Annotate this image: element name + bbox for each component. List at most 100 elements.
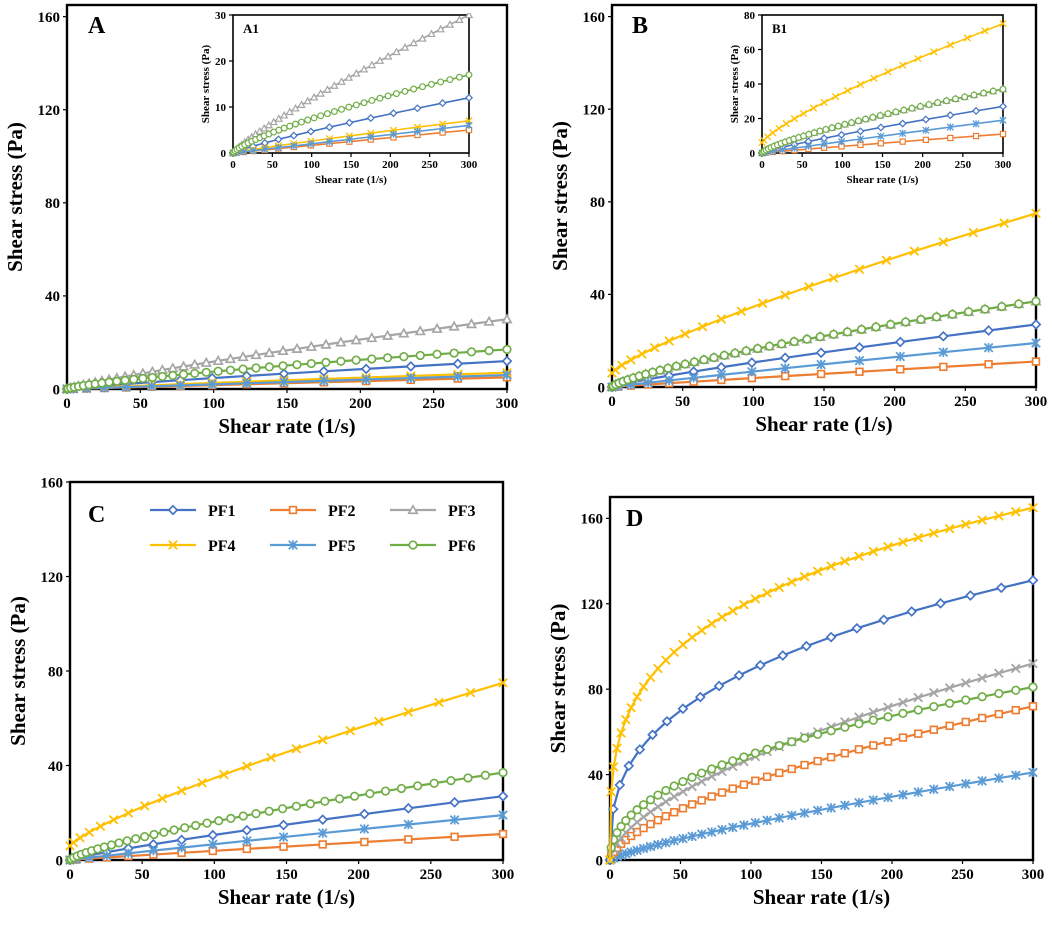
plot-frame-c	[68, 480, 505, 862]
data-point-pf1	[501, 355, 513, 367]
x-tick-label: 200	[382, 159, 399, 171]
data-point-pf1	[713, 680, 725, 692]
data-point-pf4	[498, 677, 508, 688]
data-point-pf6	[310, 114, 318, 122]
data-point-pf6	[323, 110, 331, 118]
data-point-pf4	[884, 68, 892, 76]
x-tick-label: 250	[951, 867, 974, 883]
data-point-pf2	[498, 829, 508, 839]
data-point-pf1	[366, 114, 375, 123]
x-tick-label: 300	[1025, 394, 1048, 410]
data-point-pf4	[108, 815, 119, 825]
data-point-pf4	[854, 264, 865, 275]
data-point-pf6	[663, 363, 673, 373]
x-tick-label: 100	[834, 159, 851, 171]
data-point-pf3	[483, 315, 495, 326]
data-point-pf6	[112, 376, 122, 386]
legend: PF1 PF2 PF3 PF4 PF5 PF6	[150, 503, 476, 555]
data-point-pf2	[800, 760, 809, 770]
data-point-pf5	[319, 376, 329, 386]
data-point-pf6	[97, 378, 107, 388]
data-point-pf3	[352, 69, 361, 77]
data-point-pf3	[303, 96, 312, 105]
x-tick-label: 250	[421, 159, 438, 171]
data-point-pf4	[1028, 502, 1038, 513]
data-point-pf1	[325, 123, 334, 132]
legend-marker-pf3	[407, 504, 419, 515]
data-point-pf3	[854, 712, 864, 722]
data-point-pf6	[945, 698, 955, 708]
y-tick-label: 0	[596, 853, 604, 869]
series-group-b1	[757, 19, 1008, 158]
data-point-pf4	[757, 298, 768, 309]
x-tick-label: 300	[1022, 867, 1045, 883]
legend-item-pf2: PF2	[270, 503, 356, 520]
data-point-pf1	[815, 347, 827, 359]
data-point-pf1	[1030, 319, 1042, 330]
data-point-pf5	[146, 381, 157, 392]
data-point-pf4	[291, 743, 302, 754]
chart-panel-c: 0 50 100 150 200 250 300 0 40 80 120 160 Shear rate …	[6, 475, 514, 909]
y-tick-label: 120	[581, 597, 604, 613]
data-point-pf1	[801, 640, 812, 652]
data-point-pf3	[687, 781, 697, 792]
data-point-pf5	[669, 835, 679, 846]
data-point-pf4	[826, 561, 836, 572]
data-point-pf5	[438, 124, 447, 133]
data-point-pf6	[813, 729, 823, 740]
legend-label-pf1: PF1	[208, 503, 236, 520]
data-point-pf4	[780, 290, 791, 300]
data-point-pf4	[75, 832, 85, 843]
data-point-pf5	[175, 380, 186, 391]
y-tick-label: 80	[588, 682, 603, 698]
data-point-pf2	[404, 835, 413, 844]
data-point-pf6	[317, 112, 325, 120]
data-point-pf2	[669, 808, 679, 817]
data-point-pf6	[868, 715, 878, 725]
data-point-pf4	[799, 109, 808, 118]
data-point-pf6	[626, 810, 636, 820]
y-tick-label: 120	[38, 103, 61, 119]
y-axis-title: Shear stress (Pa)	[200, 44, 212, 123]
data-point-pf4	[762, 588, 772, 598]
data-point-pf6	[822, 125, 830, 133]
x-axis-title: Shear rate (1/s)	[753, 885, 890, 909]
data-point-pf4	[909, 246, 920, 257]
data-point-pf6	[963, 307, 974, 317]
data-point-pf2	[678, 804, 688, 813]
data-point-pf3	[316, 89, 325, 97]
data-point-pf4	[999, 19, 1007, 28]
data-point-pf6	[1028, 682, 1038, 692]
series-line-pf1	[608, 579, 1034, 861]
data-point-pf5	[856, 135, 865, 143]
data-point-pf5	[452, 371, 463, 382]
data-point-pf6	[306, 358, 316, 369]
data-point-pf4	[898, 537, 908, 547]
data-point-pf4	[687, 632, 697, 643]
x-tick-label: 250	[954, 394, 977, 410]
data-point-pf5	[687, 831, 697, 842]
data-point-pf1	[733, 670, 745, 681]
data-point-pf2	[854, 745, 864, 754]
data-point-pf5	[854, 355, 865, 366]
data-point-pf1	[614, 779, 626, 791]
x-tick-label: 0	[608, 394, 616, 410]
data-point-pf3	[344, 73, 354, 81]
data-point-pf2	[994, 709, 1004, 719]
data-point-pf3	[305, 340, 317, 351]
data-point-pf4	[620, 714, 631, 725]
data-point-pf6	[697, 768, 707, 778]
data-point-pf6	[762, 744, 772, 754]
data-point-pf4	[977, 515, 987, 525]
data-point-pf5	[999, 116, 1007, 124]
data-point-pf3	[291, 103, 300, 112]
data-point-pf2	[977, 713, 987, 723]
data-point-pf5	[774, 813, 785, 823]
data-point-pf4	[606, 786, 617, 797]
data-point-pf6	[129, 374, 139, 384]
data-point-pf1	[402, 802, 414, 814]
data-point-pf3	[189, 358, 201, 369]
data-point-pf3	[898, 697, 908, 708]
data-point-pf1	[779, 352, 791, 364]
data-point-pf1	[389, 109, 398, 118]
